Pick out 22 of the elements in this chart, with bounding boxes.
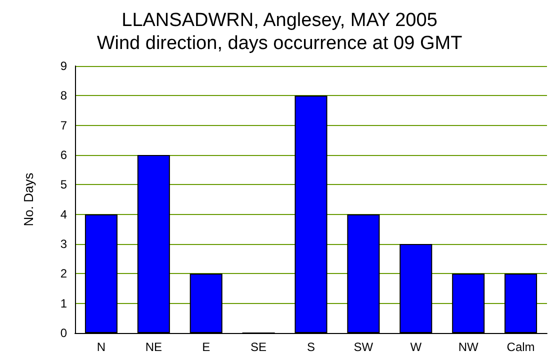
x-tick-label: NW	[458, 340, 479, 354]
y-tick-label: 5	[60, 178, 68, 192]
x-tick-label: S	[306, 340, 316, 354]
y-tick-label: 0	[60, 326, 68, 340]
y-tick-label: 4	[60, 207, 68, 222]
x-tick-label: NE	[145, 340, 162, 354]
x-tick-label: N	[96, 340, 106, 354]
x-tick-label: W	[410, 340, 422, 354]
y-axis-title: No. Days	[21, 172, 36, 226]
y-tick-label: 9	[60, 59, 68, 73]
y-tick-label: 1	[60, 296, 68, 310]
x-tick-label: SW	[354, 340, 374, 354]
y-tick-label: 2	[60, 266, 68, 281]
x-tick-label: E	[202, 340, 210, 354]
chart-subtitle: Wind direction, days occurrence at 09 GMT	[96, 33, 463, 54]
chart-title: LLANSADWRN, Anglesey, MAY 2005	[122, 10, 438, 31]
x-tick-label: Calm	[506, 340, 535, 354]
y-tick-label: 3	[60, 237, 68, 251]
y-tick-label: 6	[60, 148, 68, 162]
y-tick-label: 7	[60, 118, 68, 132]
y-tick-label: 8	[60, 88, 68, 103]
x-tick-label: SE	[250, 340, 267, 354]
